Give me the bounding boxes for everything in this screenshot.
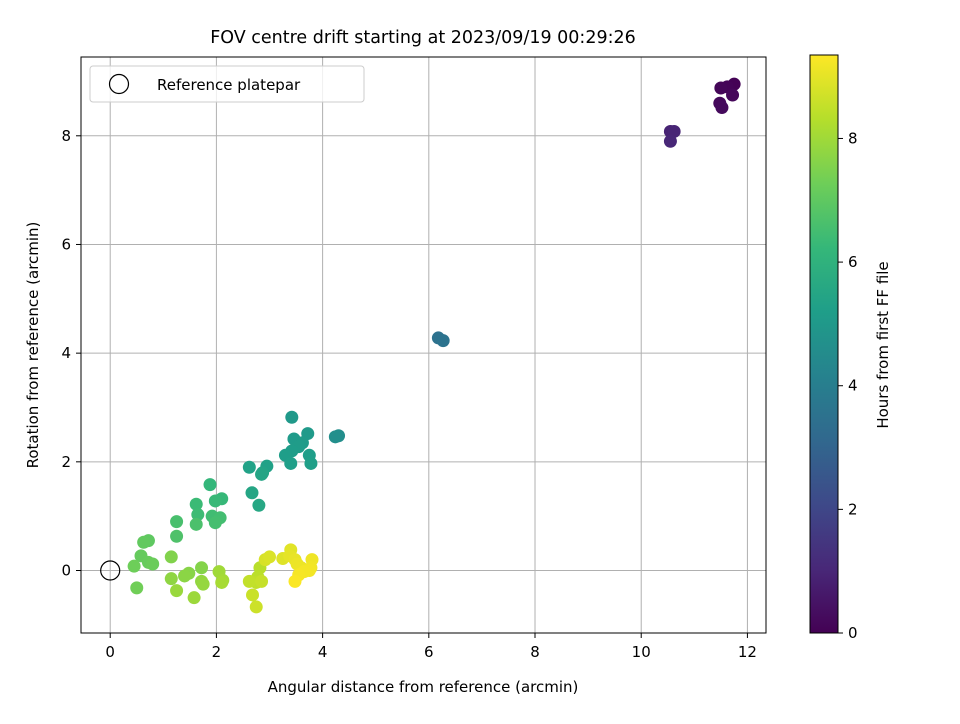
data-point (246, 588, 260, 602)
x-axis-ticks: 0 2 4 6 8 10 12 (105, 633, 757, 661)
data-point (208, 494, 222, 508)
data-point (146, 557, 160, 571)
x-tick-label: 4 (318, 643, 328, 661)
colorbar-tick-label: 0 (848, 624, 858, 642)
x-tick-label: 8 (530, 643, 540, 661)
data-point (170, 515, 184, 529)
colorbar-tick-label: 8 (848, 129, 858, 147)
data-point (245, 486, 259, 500)
data-point (189, 517, 203, 531)
data-point (191, 508, 205, 522)
y-tick-label: 8 (61, 127, 71, 145)
data-point (436, 334, 450, 348)
data-point (127, 559, 141, 573)
y-tick-label: 4 (61, 344, 71, 362)
data-point (178, 569, 192, 583)
grid-lines (81, 57, 766, 633)
x-tick-label: 2 (212, 643, 222, 661)
legend-box (89, 65, 365, 103)
data-point (164, 550, 178, 564)
x-tick-label: 6 (424, 643, 434, 661)
data-point (242, 574, 256, 588)
data-point (208, 516, 222, 530)
data-point (189, 497, 203, 511)
data-point (663, 134, 677, 148)
y-tick-label: 0 (61, 562, 71, 580)
colorbar: 0 2 4 6 8 Hours from first FF file (809, 54, 892, 642)
x-tick-label: 12 (738, 643, 757, 661)
data-point (203, 478, 217, 492)
data-point (170, 584, 184, 598)
reference-platepar-marker (100, 560, 121, 581)
data-point (252, 498, 266, 512)
data-point (215, 575, 229, 589)
y-axis-ticks: 0 2 4 6 8 (61, 127, 81, 580)
colorbar-tick-label: 6 (848, 253, 858, 271)
data-point (255, 467, 269, 481)
legend: Reference platepar (89, 65, 365, 103)
data-point (285, 410, 299, 424)
y-axis-label: Rotation from reference (arcmin) (24, 222, 42, 469)
data-point (242, 460, 256, 474)
data-point (667, 124, 681, 138)
colorbar-ticks: 0 2 4 6 8 (838, 129, 858, 642)
y-tick-label: 2 (61, 453, 71, 471)
data-point (137, 535, 151, 549)
data-point (304, 456, 318, 470)
data-point (195, 561, 209, 575)
data-point (715, 101, 729, 115)
data-point (255, 574, 269, 588)
data-point (170, 529, 184, 543)
colorbar-gradient (809, 54, 839, 634)
data-point (328, 430, 342, 444)
data-point (249, 600, 263, 614)
data-point (196, 577, 210, 591)
colorbar-tick-label: 2 (848, 500, 858, 518)
colorbar-label: Hours from first FF file (874, 261, 892, 428)
data-point (130, 581, 144, 595)
x-tick-label: 10 (632, 643, 651, 661)
colorbar-tick-label: 4 (848, 377, 858, 395)
plot-frame (80, 56, 767, 634)
data-point (263, 550, 277, 564)
data-point (164, 572, 178, 586)
x-tick-label: 0 (105, 643, 115, 661)
chart-title: FOV centre drift starting at 2023/09/19 … (210, 28, 636, 48)
data-point (284, 456, 298, 470)
legend-reference-marker (108, 73, 130, 95)
y-tick-label: 6 (61, 235, 71, 253)
data-point (288, 574, 302, 588)
reference-marker-layer (100, 560, 121, 581)
data-points (127, 77, 741, 614)
x-axis-label: Angular distance from reference (arcmin) (268, 678, 579, 696)
data-point (714, 81, 728, 95)
data-point (726, 88, 740, 102)
legend-label: Reference platepar (157, 76, 301, 94)
data-point (187, 591, 201, 605)
